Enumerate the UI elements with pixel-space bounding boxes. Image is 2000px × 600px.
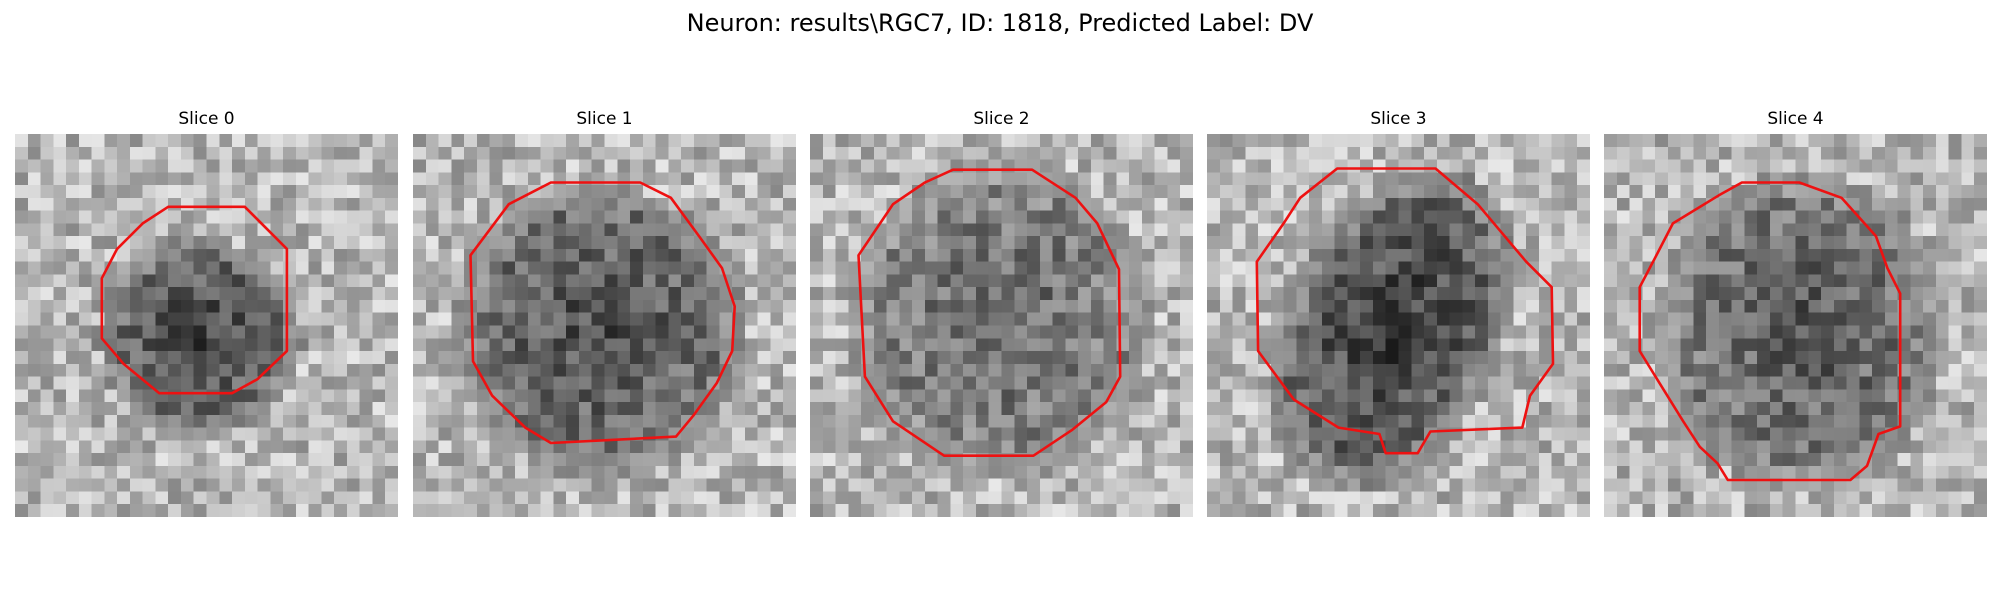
pixel-grid <box>15 134 398 517</box>
slice-svg-4 <box>1604 134 1987 517</box>
slice-panel-2: Slice 2 <box>810 108 1193 517</box>
cell-contour-3 <box>1255 167 1555 455</box>
slice-panel-0: Slice 0 <box>15 108 398 517</box>
pixel-grid <box>1207 134 1590 517</box>
slice-image-4 <box>1604 134 1987 517</box>
cell-contour-1 <box>469 181 737 445</box>
slice-svg-1 <box>413 134 796 517</box>
slice-title-1: Slice 1 <box>576 109 633 129</box>
cell-contour-2 <box>857 168 1122 458</box>
slice-image-2 <box>810 134 1193 517</box>
slice-image-1 <box>413 134 796 517</box>
slice-image-0 <box>15 134 398 517</box>
pixel-grid <box>1604 134 1987 517</box>
slice-svg-2 <box>810 134 1193 517</box>
slice-panel-1: Slice 1 <box>413 108 796 517</box>
slice-panel-3: Slice 3 <box>1207 108 1590 517</box>
pixel-grid <box>413 134 796 517</box>
slice-panel-4: Slice 4 <box>1604 108 1987 517</box>
cell-contour-0 <box>100 205 289 395</box>
slice-title-0: Slice 0 <box>178 109 235 129</box>
slice-svg-0 <box>15 134 398 517</box>
slice-svg-3 <box>1207 134 1590 517</box>
slice-image-3 <box>1207 134 1590 517</box>
pixel-grid <box>810 134 1193 517</box>
slice-title-3: Slice 3 <box>1370 109 1427 129</box>
figure-title: Neuron: results\RGC7, ID: 1818, Predicte… <box>686 9 1314 37</box>
slice-title-4: Slice 4 <box>1767 109 1824 129</box>
cell-contour-4 <box>1638 181 1902 482</box>
slice-title-2: Slice 2 <box>973 109 1030 129</box>
